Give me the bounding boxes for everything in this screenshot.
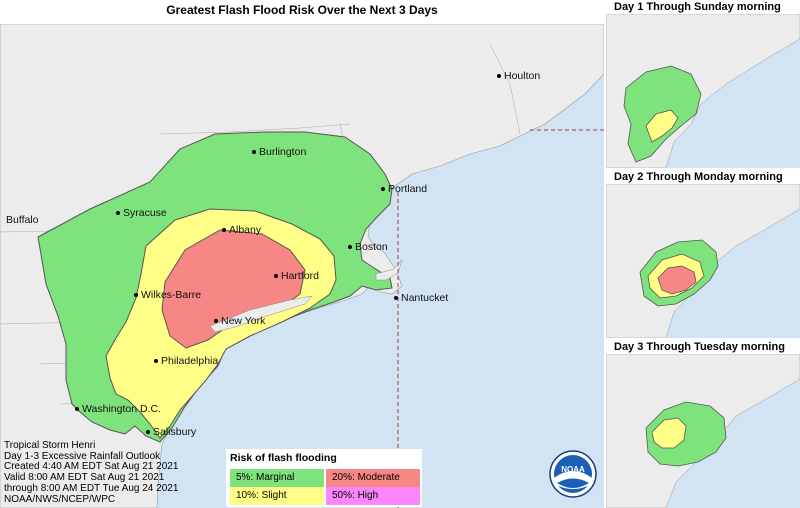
logo-text: NOAA	[561, 465, 585, 474]
legend-label: 10%: Slight	[236, 490, 287, 501]
storm-name: Tropical Storm Henri	[4, 440, 96, 451]
inset-connector-lines	[397, 129, 604, 508]
city-dot	[497, 74, 501, 79]
risk-area-slight	[645, 109, 679, 143]
inset-title: Day 3 Through Tuesday morning	[614, 341, 785, 353]
city-name: New York	[221, 315, 266, 327]
city-name: Houlton	[504, 70, 541, 82]
outlook-name: Day 1-3 Excessive Rainfall Outlook	[4, 450, 161, 462]
city-salisbury: Salisbury	[146, 426, 196, 438]
city-name: Boston	[355, 241, 388, 253]
legend-label: 20%: Moderate	[332, 472, 400, 483]
city-name: Wilkes-Barre	[141, 289, 202, 301]
legend-item-marginal: 5%: Marginal	[230, 469, 324, 487]
risk-area-marginal	[645, 401, 727, 467]
city-dot	[154, 359, 158, 364]
city-houlton: Houlton	[497, 70, 540, 82]
agency: NOAA/NWS/NCEP/WPC	[4, 493, 116, 505]
city-dot	[134, 293, 138, 298]
city-washington-dc: Washington D.C.	[75, 403, 161, 415]
city-name: Nantucket	[401, 292, 449, 304]
long-island	[209, 295, 313, 333]
noaa-logo: NOAA	[549, 450, 597, 498]
inset-title: Day 2 Through Monday morning	[614, 171, 783, 183]
city-portland: Portland	[381, 183, 427, 195]
city-dot	[116, 211, 120, 216]
city-name: Syracuse	[123, 207, 167, 219]
legend-item-high: 50%: High	[326, 487, 420, 505]
city-dot	[75, 407, 79, 412]
city-name: Albany	[229, 224, 262, 236]
city-boston: Boston	[348, 241, 388, 253]
city-name: Salisbury	[153, 426, 197, 438]
city-name: Hartford	[281, 270, 319, 282]
city-dot	[146, 430, 150, 435]
city-burlington: Burlington	[252, 146, 306, 158]
risk-area-slight	[651, 417, 687, 449]
legend-label: 50%: High	[332, 490, 379, 501]
valid-end: through 8:00 AM EDT Tue Aug 24 2021	[4, 482, 179, 494]
inset-map	[606, 14, 800, 168]
inset-day-2: Day 2 Through Monday morning	[606, 170, 800, 338]
city-dot	[274, 274, 278, 279]
valid-start: Valid 8:00 AM EDT Sat Aug 21 2021	[4, 472, 165, 484]
risk-area-moderate	[657, 265, 697, 295]
city-dot	[348, 245, 352, 250]
city-dot	[214, 319, 218, 324]
inset-day-3: Day 3 Through Tuesday morning	[606, 340, 800, 508]
legend-item-slight: 10%: Slight	[230, 487, 324, 505]
city-philadelphia: Philadelphia	[154, 355, 218, 367]
legend-item-moderate: 20%: Moderate	[326, 469, 420, 487]
inset-map	[606, 354, 800, 508]
main-map	[0, 24, 604, 508]
inset-title: Day 1 Through Sunday morning	[614, 1, 781, 13]
city-syracuse: Syracuse	[116, 207, 167, 219]
inset-day-1: Day 1 Through Sunday morning	[606, 0, 800, 168]
city-wilkes-barre: Wilkes-Barre	[134, 289, 201, 301]
forecast-info: Tropical Storm Henri Day 1-3 Excessive R…	[4, 440, 179, 505]
city-hartford: Hartford	[274, 270, 319, 282]
city-nantucket: Nantucket	[394, 292, 448, 304]
inset-map	[606, 184, 800, 338]
city-dot	[222, 228, 226, 233]
city-dot	[252, 150, 256, 155]
city-name: Portland	[388, 183, 428, 195]
city-dot	[381, 187, 385, 192]
city-new-york: New York	[214, 315, 265, 327]
city-buffalo: Buffalo	[6, 214, 39, 226]
city-name: Philadelphia	[161, 355, 219, 367]
legend-label: 5%: Marginal	[236, 472, 295, 483]
legend: Risk of flash flooding 5%: Marginal 20%:…	[226, 449, 422, 507]
city-albany: Albany	[222, 224, 261, 236]
legend-title: Risk of flash flooding	[230, 452, 337, 464]
city-dot	[394, 296, 398, 301]
main-title: Greatest Flash Flood Risk Over the Next …	[166, 3, 438, 17]
city-name: Washington D.C.	[82, 403, 161, 415]
created-time: Created 4:40 AM EDT Sat Aug 21 2021	[4, 461, 179, 473]
city-name: Buffalo	[6, 214, 39, 226]
city-name: Burlington	[259, 146, 307, 158]
